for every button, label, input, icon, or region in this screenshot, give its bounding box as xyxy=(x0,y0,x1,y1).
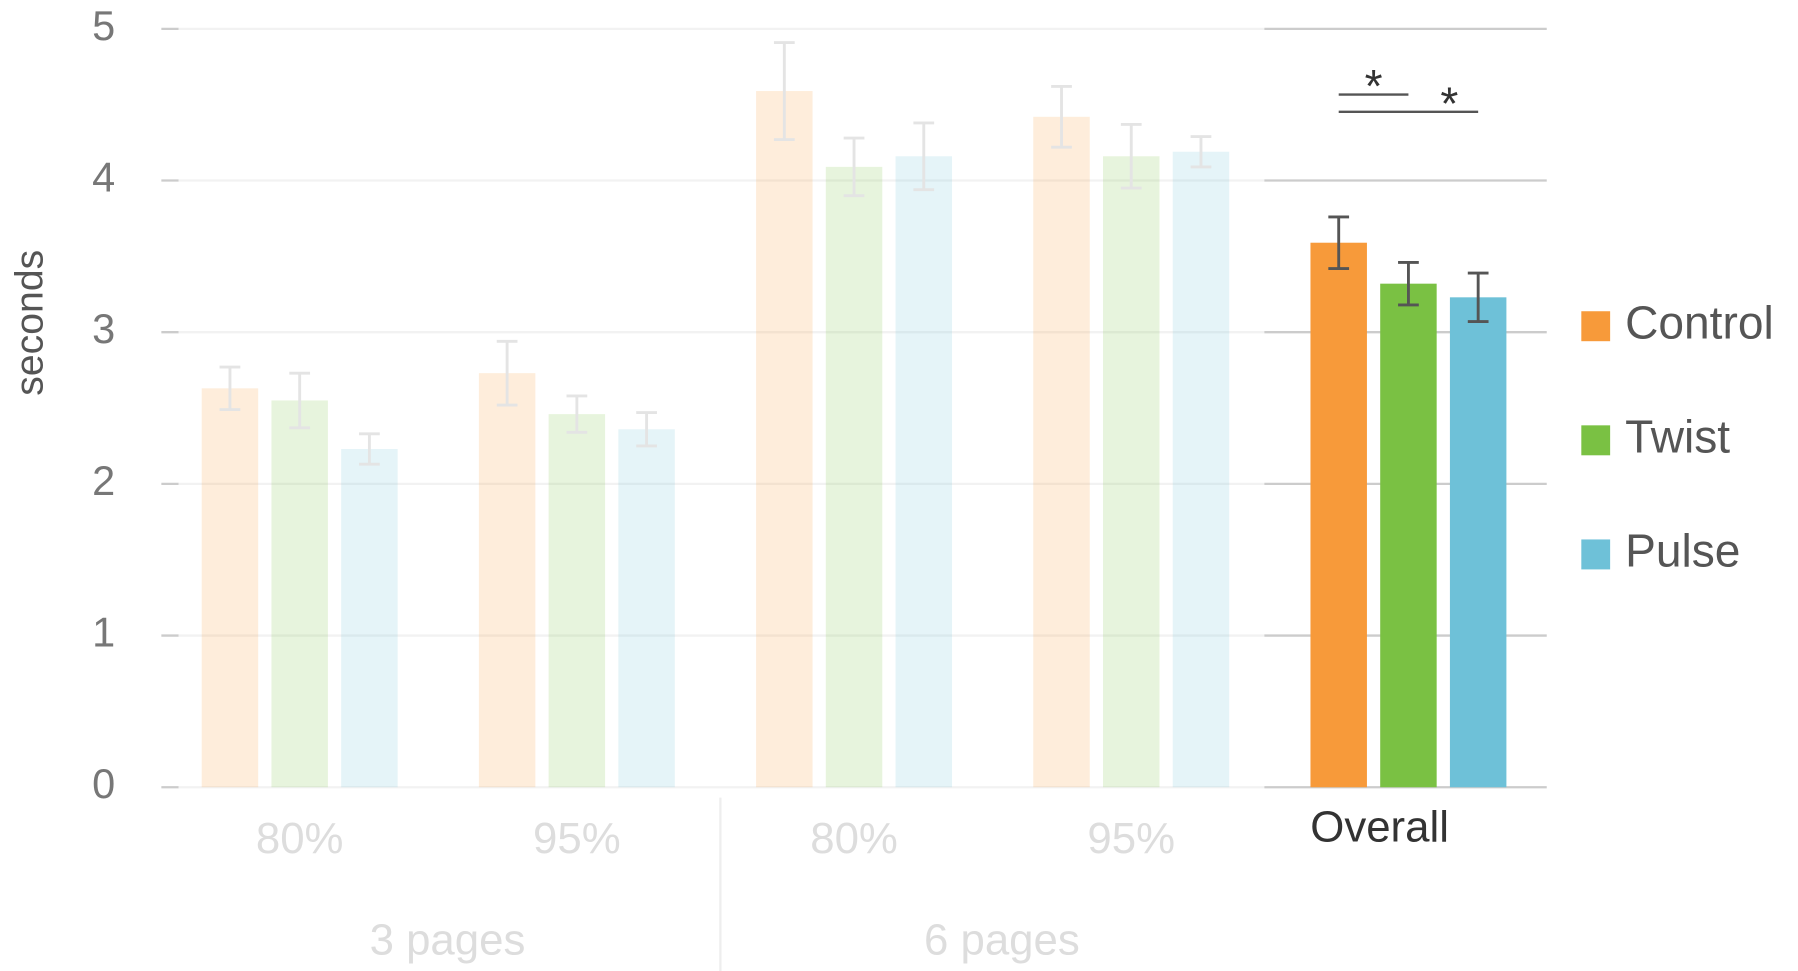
group-label: 6 pages xyxy=(924,915,1080,964)
bar xyxy=(201,388,259,788)
bar xyxy=(548,414,606,788)
error-bar xyxy=(566,394,588,434)
legend-swatch xyxy=(1581,311,1611,342)
error-bar xyxy=(1190,135,1212,169)
x-tick-label: 80% xyxy=(256,814,344,863)
error-bar xyxy=(843,136,865,198)
error-bar xyxy=(1051,85,1072,149)
legend-label: Control xyxy=(1625,296,1774,348)
error-bar xyxy=(1398,260,1419,307)
error-bar xyxy=(359,432,380,466)
bar xyxy=(1033,116,1090,788)
y-tick-label: 1 xyxy=(92,609,115,656)
group-label: 3 pages xyxy=(370,915,526,964)
bar xyxy=(895,156,953,788)
error-bar xyxy=(219,365,241,412)
bar xyxy=(1103,156,1160,788)
x-tick-label: 80% xyxy=(810,814,898,863)
y-tick-label: 4 xyxy=(92,153,115,200)
bar xyxy=(825,166,883,788)
legend-swatch xyxy=(1581,425,1611,456)
y-axis-label: seconds xyxy=(9,250,52,396)
error-bar xyxy=(1328,215,1350,270)
y-tick-label: 5 xyxy=(92,2,115,49)
error-bar xyxy=(773,41,795,142)
error-bar xyxy=(636,411,657,448)
bar xyxy=(618,429,675,788)
x-tick-label: 95% xyxy=(1087,814,1175,863)
error-bar xyxy=(289,371,311,430)
y-tick-label: 3 xyxy=(92,305,115,352)
bar xyxy=(1449,297,1507,788)
bar xyxy=(1380,283,1437,788)
legend-label: Twist xyxy=(1625,410,1730,462)
legend-label: Pulse xyxy=(1625,525,1740,577)
legend-swatch xyxy=(1581,539,1611,570)
y-tick-label: 0 xyxy=(92,760,115,807)
x-tick-label: 95% xyxy=(533,814,621,863)
y-tick-label: 2 xyxy=(92,457,115,504)
bar xyxy=(1310,242,1367,788)
x-tick-label: Overall xyxy=(1310,802,1449,851)
bar xyxy=(756,91,813,788)
significance-mark: * xyxy=(1365,60,1383,112)
bar xyxy=(341,449,398,788)
error-bar xyxy=(913,121,935,192)
bar xyxy=(1172,151,1230,788)
bar xyxy=(271,400,328,788)
error-bar xyxy=(1467,271,1489,324)
error-bar xyxy=(496,339,518,407)
significance-mark: * xyxy=(1440,77,1458,129)
error-bar xyxy=(1120,122,1142,190)
bar xyxy=(478,373,536,788)
